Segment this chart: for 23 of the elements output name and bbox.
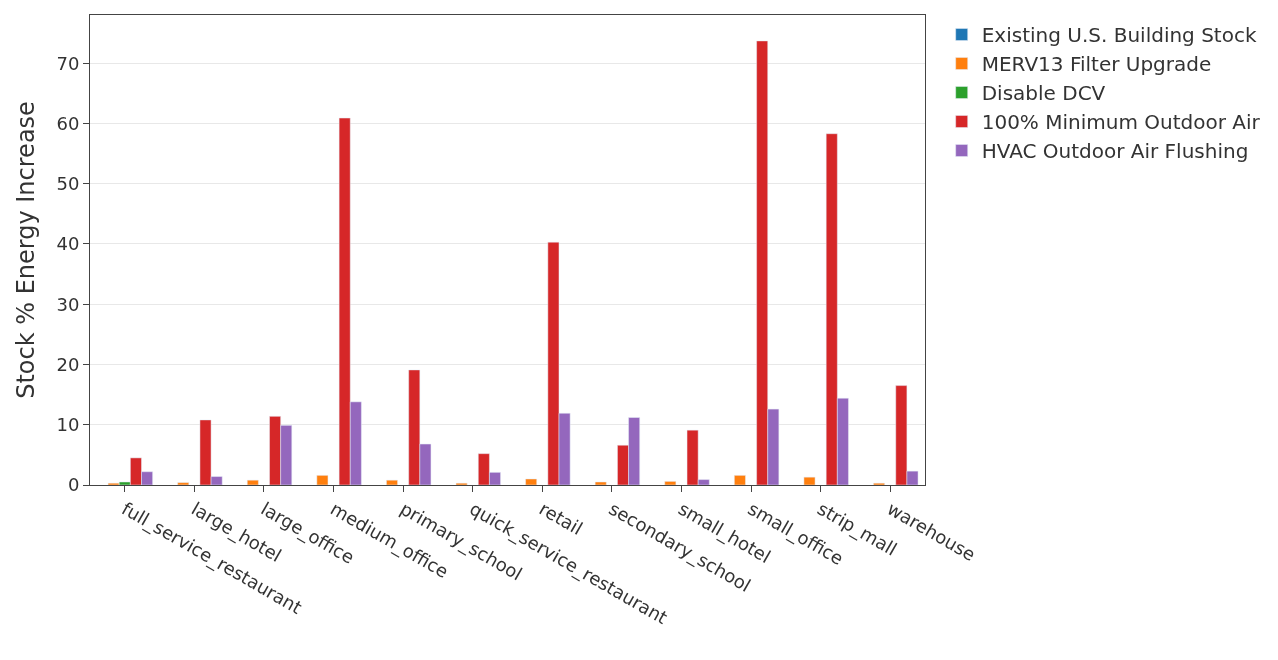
- y-tick-label: 40: [56, 233, 80, 255]
- legend-label: HVAC Outdoor Air Flushing: [981, 139, 1249, 164]
- y-tick-label: 50: [56, 173, 80, 195]
- legend-label: 100% Minimum Outdoor Air: [981, 110, 1261, 135]
- y-tick-label: 70: [56, 52, 80, 74]
- bar: [664, 481, 677, 485]
- bar: [525, 478, 537, 485]
- legend-label: Existing U.S. Building Stock: [981, 23, 1257, 48]
- bar: [734, 475, 746, 485]
- bar: [177, 482, 190, 485]
- legend-label: MERV13 Filter Upgrade: [981, 52, 1212, 77]
- bar: [247, 479, 259, 485]
- bar: [386, 479, 398, 485]
- y-axis-title: Stock % Energy Increase: [11, 101, 40, 399]
- y-tick-label: 10: [56, 414, 80, 436]
- y-tick-label: 20: [56, 353, 80, 375]
- bar: [803, 476, 816, 485]
- bar: [316, 475, 329, 485]
- y-tick-label: 0: [67, 474, 80, 496]
- y-tick-label: 30: [56, 293, 80, 315]
- y-tick-label: 60: [56, 112, 80, 134]
- legend-label: Disable DCV: [981, 81, 1106, 106]
- bar: [594, 481, 607, 485]
